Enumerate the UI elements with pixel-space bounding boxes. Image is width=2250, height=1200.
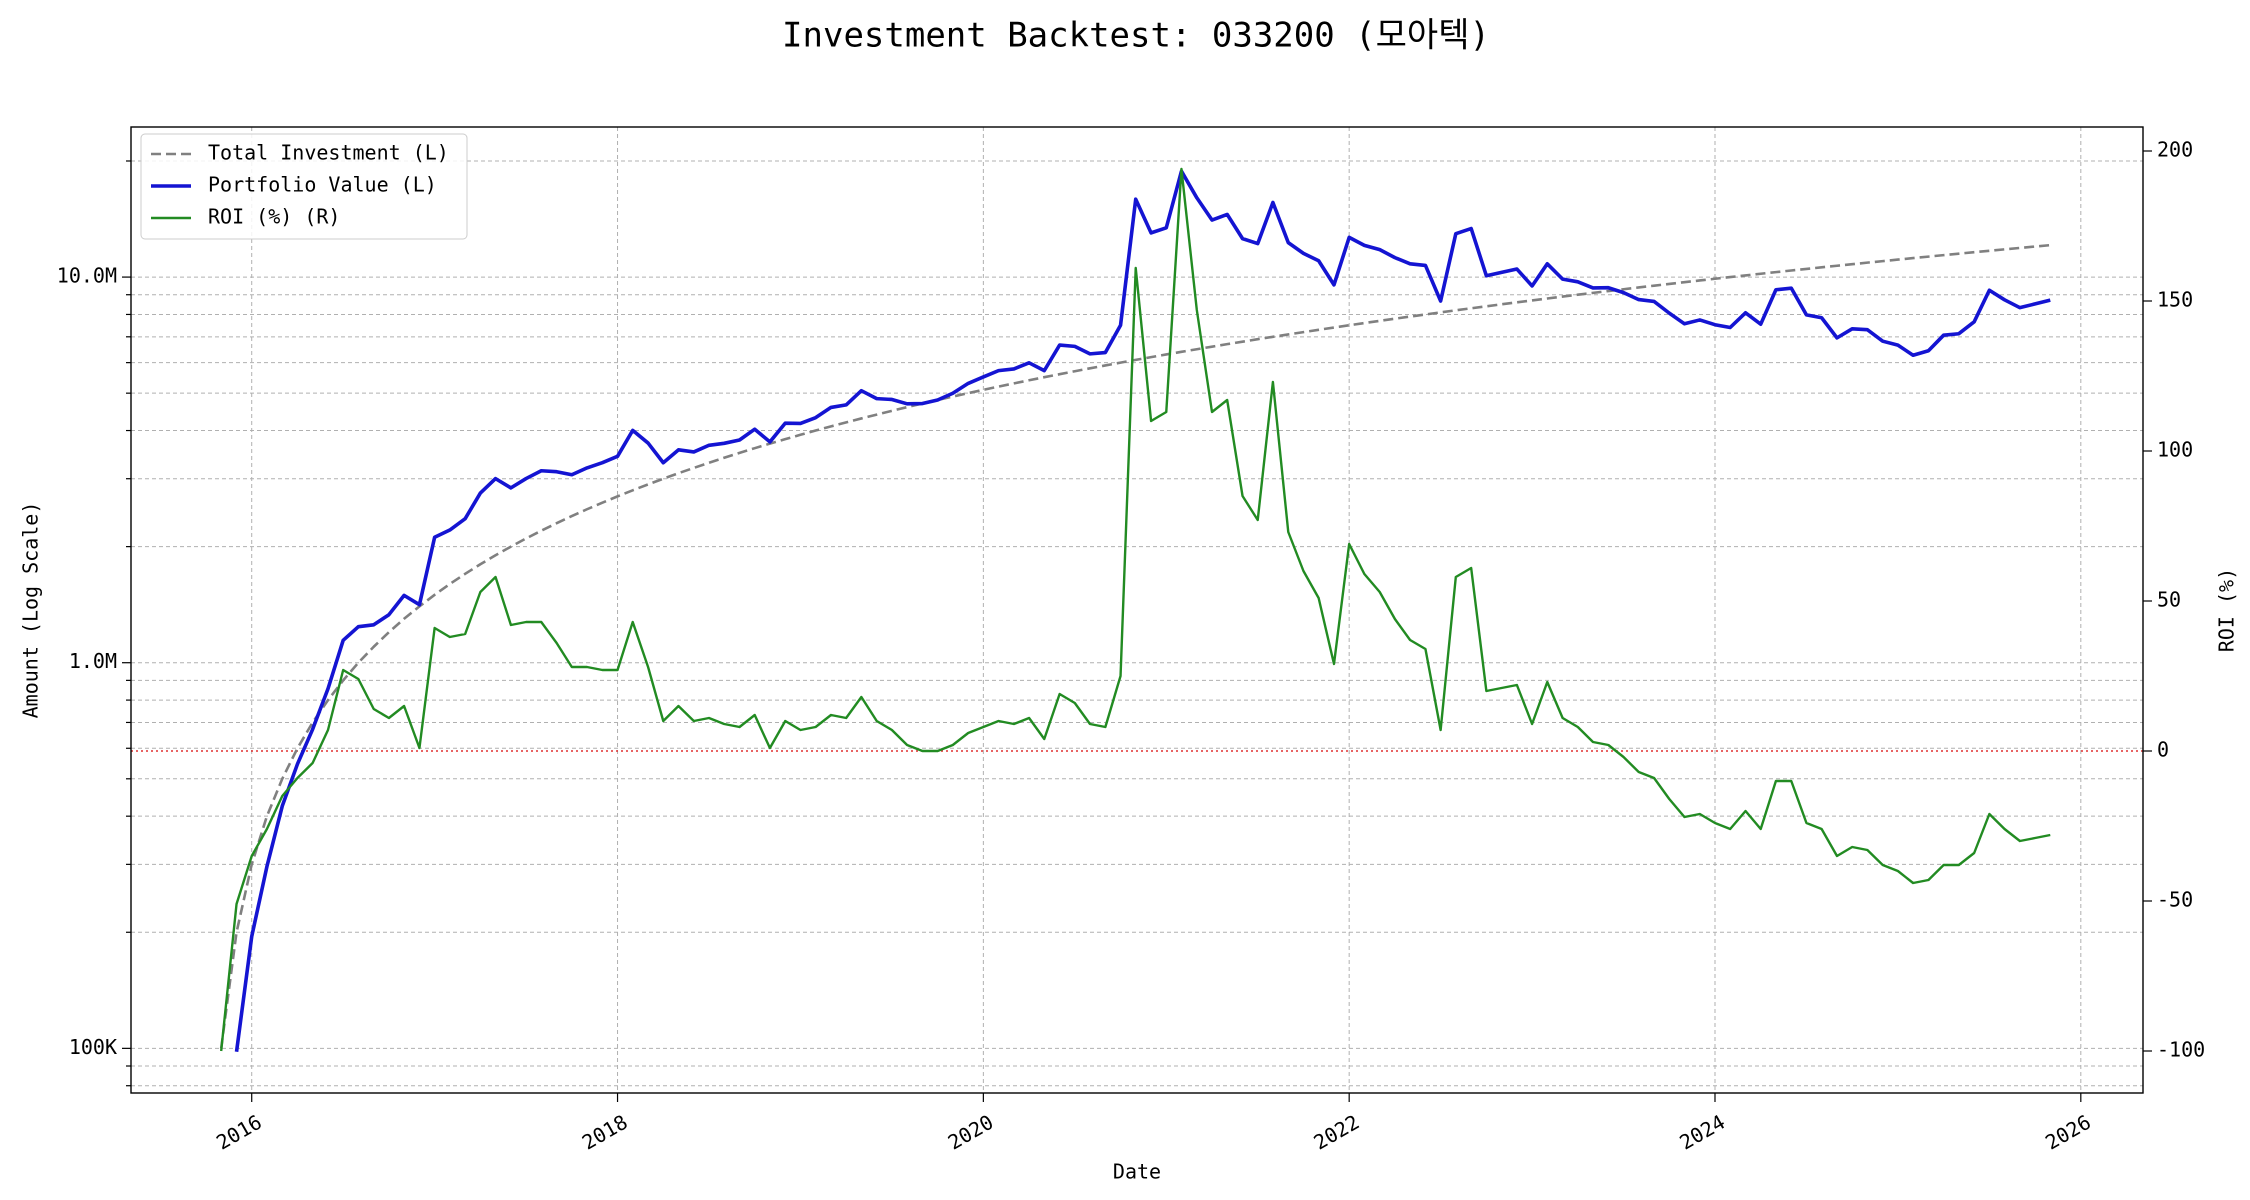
chart-title: Investment Backtest: 033200 (모아텍) bbox=[782, 16, 1490, 56]
series-line bbox=[219, 167, 2051, 1052]
x-tick-label: 2024 bbox=[1675, 1110, 1729, 1155]
y-axis-label: Amount (Log Scale) bbox=[19, 502, 43, 719]
y2-tick-label: 200 bbox=[2157, 138, 2193, 162]
legend-label: Portfolio Value (L) bbox=[208, 173, 437, 197]
y2-axis-label: ROI (%) bbox=[2215, 568, 2239, 652]
x-axis-label: Date bbox=[1113, 1160, 1161, 1184]
x-tick-label: 2016 bbox=[212, 1110, 266, 1155]
series-line bbox=[234, 169, 2051, 1052]
y-tick-label: 100K bbox=[69, 1035, 117, 1059]
x-tick-label: 2022 bbox=[1310, 1110, 1364, 1155]
y-tick-label: 10.0M bbox=[57, 264, 117, 288]
legend-box bbox=[140, 133, 468, 240]
y-tick-label: 1.0M bbox=[69, 649, 117, 673]
x-tick-label: 2026 bbox=[2041, 1110, 2095, 1155]
plot-area bbox=[219, 167, 2051, 1052]
y2-tick-label: -50 bbox=[2157, 888, 2193, 912]
legend-label: ROI (%) (R) bbox=[208, 205, 340, 229]
y2-tick-label: 50 bbox=[2157, 588, 2181, 612]
legend: Total Investment (L) Portfolio Value (L) R… bbox=[140, 133, 468, 240]
legend-label: Total Investment (L) bbox=[208, 141, 449, 165]
plot-frame bbox=[130, 126, 2144, 1094]
y2-tick-label: 150 bbox=[2157, 288, 2193, 312]
y2-tick-label: 100 bbox=[2157, 438, 2193, 462]
y2-tick-label: 0 bbox=[2157, 738, 2169, 762]
x-tick-label: 2020 bbox=[944, 1110, 998, 1155]
y2-tick-label: -100 bbox=[2157, 1038, 2205, 1062]
series-line bbox=[219, 243, 2051, 1049]
x-tick-label: 2018 bbox=[578, 1110, 632, 1155]
